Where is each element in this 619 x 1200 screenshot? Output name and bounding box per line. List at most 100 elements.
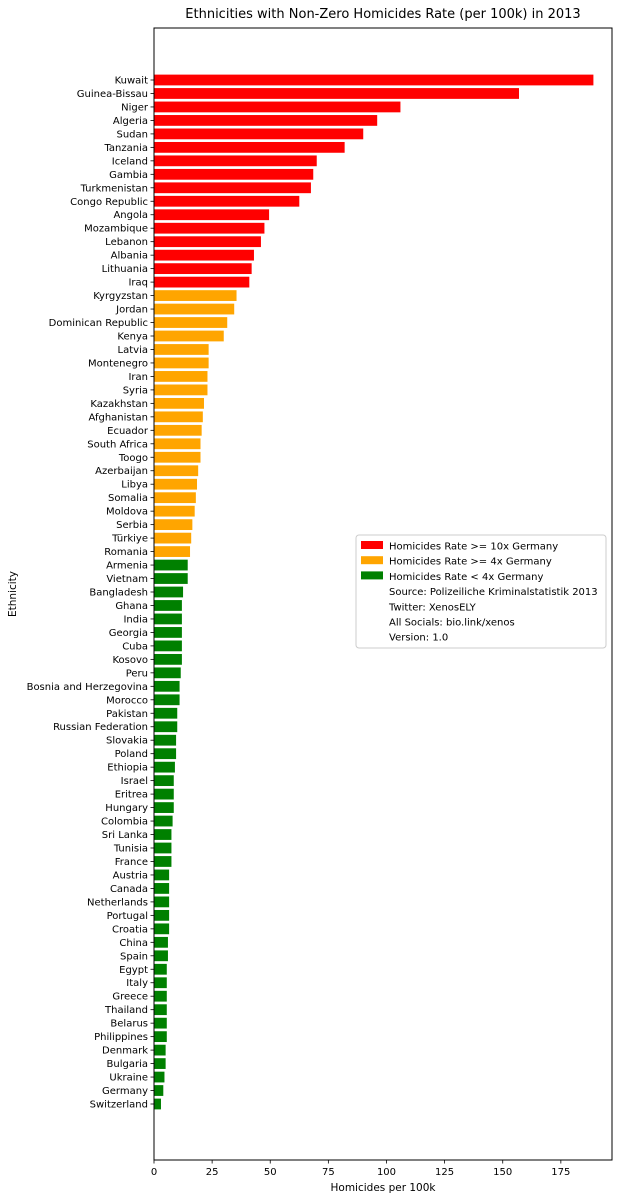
bar [154, 505, 195, 517]
bar [154, 923, 170, 935]
y-tick-label: Peru [126, 668, 148, 679]
y-tick-label: Italy [126, 978, 148, 989]
y-tick-label: Netherlands [87, 897, 148, 908]
bar [154, 317, 228, 328]
plot-frame [153, 27, 613, 1161]
y-tick-label: Bulgaria [107, 1059, 148, 1070]
bar [154, 1031, 167, 1043]
y-tick-label: Guinea-Bissau [77, 89, 148, 100]
y-tick-label: Kosovo [112, 655, 148, 666]
y-tick-label: Kazakhstan [90, 399, 148, 410]
x-tick-label: 125 [435, 1167, 454, 1178]
bar [154, 802, 174, 813]
bar [154, 883, 170, 894]
bar [154, 950, 168, 962]
bar [154, 653, 182, 665]
bar [154, 788, 174, 800]
bar [154, 775, 174, 787]
y-tick-label: Algeria [113, 116, 148, 127]
y-tick-label: Thailand [104, 1005, 148, 1016]
y-tick-label: Colombia [101, 817, 148, 828]
bar [154, 222, 265, 234]
bar [154, 707, 178, 719]
bar [154, 397, 204, 409]
x-tick-labels: 0 25 50 75 100 125 150 175 [151, 1160, 570, 1178]
legend-label: Homicides Rate >= 4x Germany [389, 557, 552, 568]
y-tick-label: Switzerland [90, 1100, 148, 1111]
legend-label: All Socials: bio.link/xenos [389, 618, 515, 629]
y-tick-label: Niger [121, 102, 149, 113]
bar [154, 694, 180, 706]
y-tick-label: Turkmenistan [80, 183, 148, 194]
bar [154, 600, 182, 611]
bar [154, 74, 594, 86]
y-tick-label: Somalia [108, 493, 148, 504]
y-tick-label: Montenegro [88, 358, 148, 369]
bar [154, 344, 209, 355]
bar [154, 1085, 164, 1096]
y-tick-label: Syria [123, 385, 148, 396]
y-tick-label: France [115, 857, 148, 868]
bar [154, 748, 177, 760]
bar [154, 761, 175, 773]
y-tick-label: Slovakia [106, 736, 148, 747]
bar [154, 290, 237, 301]
y-tick-label: Kyrgyzstan [93, 291, 148, 302]
y-tick-label: Georgia [109, 628, 148, 639]
bar [154, 869, 170, 881]
legend: Homicides Rate >= 10x Germany Homicides R… [355, 534, 607, 649]
bar [154, 990, 167, 1002]
bar [154, 667, 181, 679]
y-tick-label: Egypt [119, 965, 148, 976]
y-tick-label: Belarus [110, 1019, 148, 1030]
y-tick-label: China [119, 938, 148, 949]
bar [154, 680, 180, 692]
bar [154, 842, 172, 854]
bar [154, 573, 188, 584]
y-tick-label: Sudan [117, 129, 149, 140]
y-tick-label: Lebanon [105, 237, 148, 248]
y-tick-label: Tanzania [103, 143, 148, 154]
bar [154, 829, 172, 840]
y-tick-label: Serbia [116, 520, 148, 531]
y-axis-title: Ethnicity [7, 571, 19, 617]
x-axis-title: Homicides per 100k [331, 1182, 437, 1194]
legend-label: Homicides Rate < 4x Germany [389, 572, 543, 583]
x-tick-label: 175 [551, 1167, 570, 1178]
y-tick-label: India [123, 614, 148, 625]
y-tick-label: Angola [113, 210, 148, 221]
y-tick-label: Sri Lanka [102, 830, 148, 841]
y-tick-label: Morocco [106, 695, 148, 706]
bar [154, 357, 209, 369]
bar [154, 384, 208, 396]
y-tick-label: Romania [104, 547, 148, 558]
bar [154, 101, 401, 113]
bar [154, 168, 314, 180]
legend-swatch [361, 556, 383, 565]
y-tick-label: Azerbaijan [95, 466, 148, 477]
bar [154, 909, 170, 921]
y-tick-label: Iraq [128, 278, 148, 289]
y-tick-label: Kuwait [115, 76, 148, 87]
y-tick-label: Gambia [109, 170, 148, 181]
bar [154, 1044, 166, 1056]
bar [154, 1017, 167, 1029]
bar [154, 115, 378, 126]
legend-label: Version: 1.0 [389, 633, 448, 644]
bar [154, 451, 201, 463]
bar [154, 303, 235, 315]
bar [154, 263, 252, 275]
y-tick-label: South Africa [87, 439, 148, 450]
bars-layer [154, 74, 594, 1110]
bar [154, 478, 198, 490]
y-tick-label: Libya [121, 480, 148, 491]
y-tick-label: Latvia [118, 345, 148, 356]
y-tick-label: Spain [120, 951, 148, 962]
bar [154, 519, 193, 531]
bar [154, 546, 191, 557]
bar [154, 559, 188, 571]
y-tick-label: Pakistan [106, 709, 148, 720]
x-tick-label: 0 [151, 1167, 157, 1178]
bar [154, 1058, 166, 1069]
